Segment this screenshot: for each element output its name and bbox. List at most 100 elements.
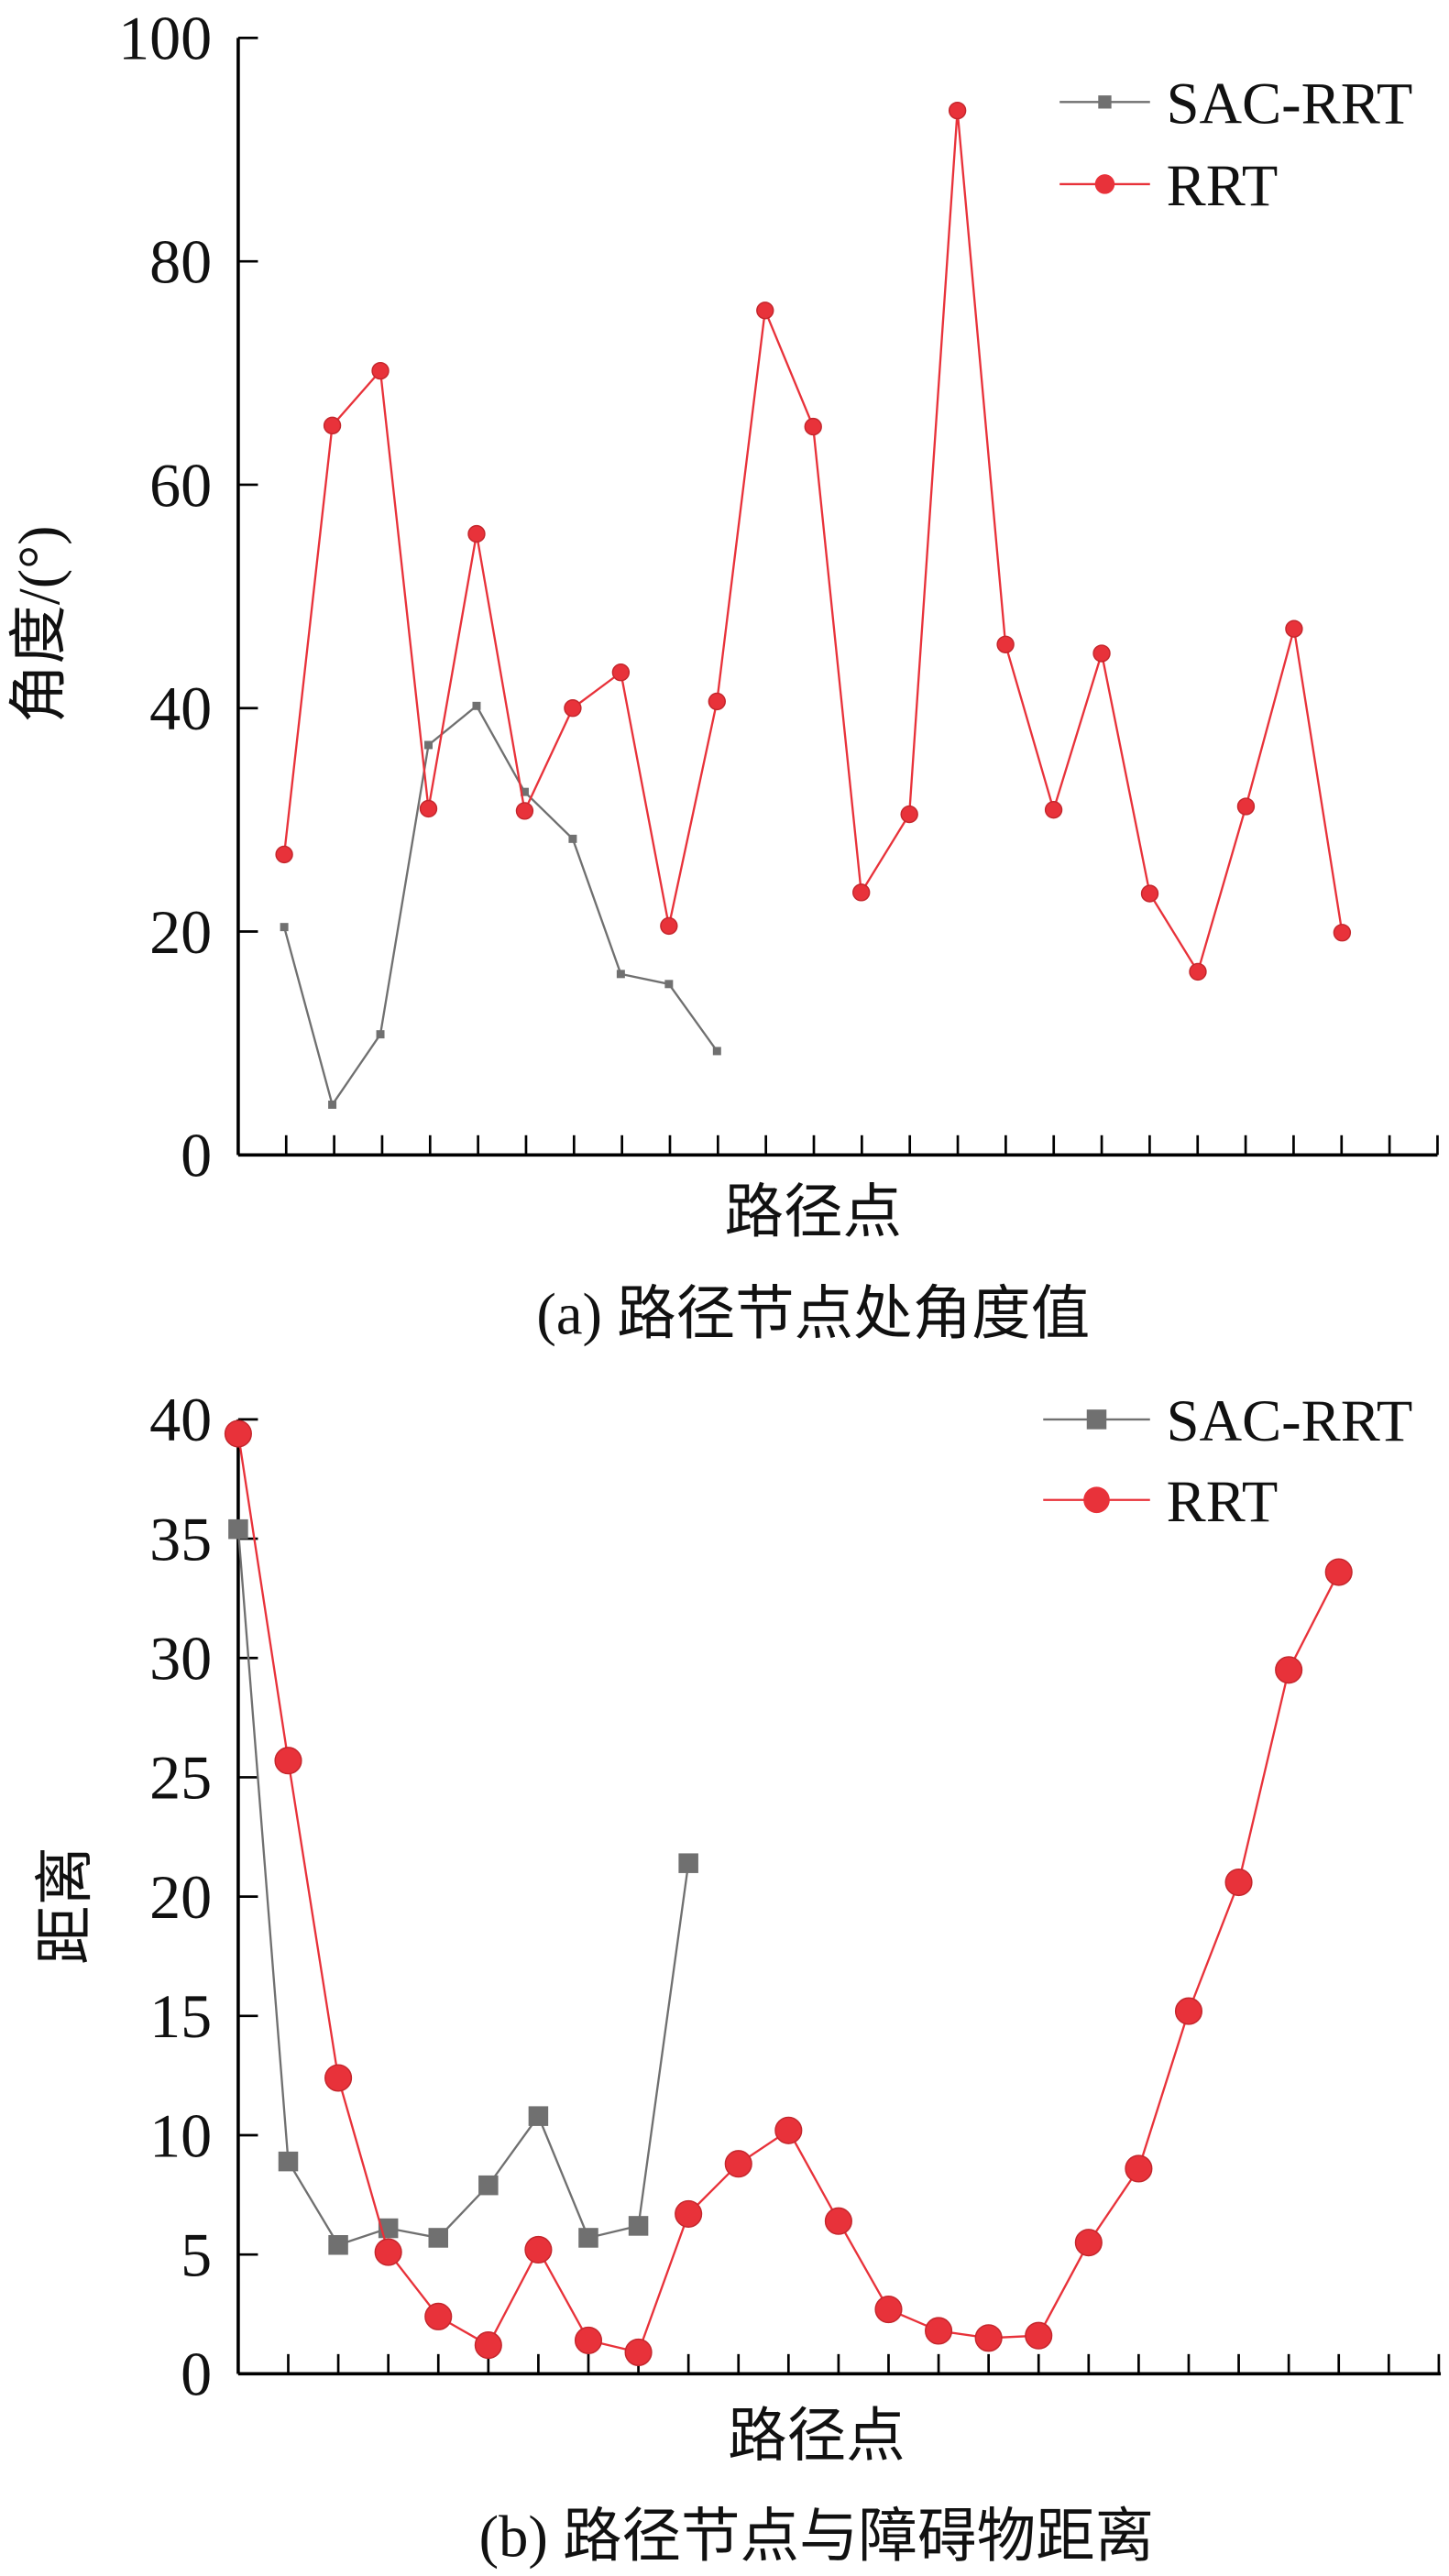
- legend-marker: [1098, 95, 1112, 109]
- data-point-sac-rrt: [280, 923, 289, 932]
- data-point-rrt: [756, 301, 774, 320]
- chart-a-tick-labels: 0 20 40 60 80 100: [118, 4, 212, 1190]
- series-line-rrt: [282, 110, 1344, 975]
- series-line-sac-rrt: [236, 1529, 690, 2247]
- data-point-sac-rrt: [376, 1030, 385, 1039]
- series-line-rrt: [236, 1433, 1340, 2354]
- data-point-rrt: [611, 663, 631, 682]
- data-point-rrt: [1174, 1997, 1203, 2025]
- y-tick-label: 20: [149, 1862, 212, 1932]
- data-point-rrt: [708, 692, 726, 711]
- series-line-sac-rrt: [282, 704, 719, 1108]
- data-point-sac-rrt: [278, 2151, 299, 2172]
- data-point-rrt: [900, 805, 918, 824]
- chart-a-xlabel: 路径点: [725, 1179, 903, 1245]
- y-tick-label: 15: [149, 1981, 212, 2051]
- data-point-sac-rrt: [520, 787, 529, 796]
- legend-marker: [1094, 174, 1115, 194]
- y-tick-label: 5: [181, 2220, 212, 2289]
- data-point-sac-rrt: [528, 2106, 549, 2126]
- data-point-rrt: [1140, 884, 1159, 903]
- data-point-rrt: [524, 2235, 553, 2264]
- data-point-rrt: [1285, 619, 1303, 638]
- data-point-rrt: [874, 2295, 903, 2324]
- chart-b-tick-labels: 0 5 10 15 20 25 30 35 40: [149, 1385, 212, 2408]
- data-point-rrt: [1275, 1656, 1303, 1684]
- data-point-rrt: [948, 101, 967, 120]
- data-point-rrt: [675, 2199, 703, 2228]
- data-point-rrt: [1044, 800, 1063, 819]
- data-point-sac-rrt: [472, 701, 481, 710]
- data-point-rrt: [774, 2116, 803, 2144]
- data-point-sac-rrt: [578, 2228, 598, 2248]
- data-point-sac-rrt: [678, 1853, 698, 1873]
- y-tick-label: 0: [181, 1121, 212, 1190]
- legend-label-rrt: RRT: [1167, 152, 1279, 218]
- data-point-rrt: [660, 916, 678, 936]
- data-point-rrt: [724, 2150, 752, 2178]
- data-point-rrt: [424, 2302, 453, 2330]
- legend-label-sac-rrt: SAC-RRT: [1167, 1387, 1413, 1453]
- data-point-rrt: [224, 1420, 252, 1448]
- data-point-sac-rrt: [328, 2235, 348, 2255]
- data-point-rrt: [1125, 2154, 1153, 2183]
- chart-a-caption: (a) 路径节点处角度值: [536, 1281, 1090, 1347]
- data-point-rrt: [1189, 962, 1207, 981]
- y-tick-label: 100: [118, 4, 212, 73]
- data-point-rrt: [323, 416, 342, 435]
- chart-b-ylabel: 距离: [32, 1847, 98, 1965]
- data-point-rrt: [1333, 924, 1352, 942]
- data-point-rrt: [467, 524, 486, 543]
- data-point-rrt: [1074, 2229, 1103, 2257]
- chart-b-caption: (b) 路径节点与障碍物距离: [479, 2503, 1155, 2569]
- legend-marker: [1086, 1409, 1107, 1430]
- data-point-rrt: [1236, 797, 1256, 816]
- data-point-rrt: [1092, 644, 1111, 663]
- data-point-sac-rrt: [428, 2228, 448, 2248]
- data-point-rrt: [275, 845, 293, 864]
- y-tick-label: 80: [149, 226, 212, 296]
- chart-a-series: [275, 101, 1352, 1109]
- data-point-rrt: [474, 2331, 502, 2360]
- y-tick-label: 25: [149, 1743, 212, 1813]
- legend-label-sac-rrt: SAC-RRT: [1167, 71, 1413, 137]
- data-point-sac-rrt: [616, 970, 625, 979]
- chart-a-legend: SAC-RRT RRT: [1059, 71, 1413, 218]
- chart-a-ylabel: 角度/(°): [6, 525, 72, 723]
- y-tick-label: 0: [181, 2340, 212, 2409]
- chart-b-xlabel: 路径点: [728, 2403, 906, 2469]
- data-point-rrt: [974, 2324, 1003, 2352]
- data-point-rrt: [1224, 1868, 1253, 1897]
- chart-a-axes: [236, 37, 1439, 1157]
- chart-a: 0 20 40 60 80 100 SAC-RRT RRT 路径点 角度/(°) (a) …: [6, 4, 1439, 1347]
- data-point-rrt: [804, 417, 822, 436]
- data-point-rrt: [274, 1747, 302, 1775]
- data-point-sac-rrt: [328, 1100, 337, 1109]
- data-point-rrt: [852, 883, 871, 902]
- legend-label-rrt: RRT: [1167, 1468, 1279, 1534]
- data-point-sac-rrt: [664, 980, 674, 989]
- y-tick-label: 35: [149, 1504, 212, 1573]
- data-point-sac-rrt: [478, 2175, 499, 2196]
- y-tick-label: 30: [149, 1624, 212, 1694]
- data-point-rrt: [574, 2326, 603, 2354]
- data-point-rrt: [1025, 2321, 1053, 2350]
- y-tick-label: 40: [149, 1385, 212, 1454]
- data-point-rrt: [564, 699, 582, 718]
- y-tick-label: 60: [149, 450, 212, 520]
- data-point-rrt: [324, 2064, 353, 2092]
- y-tick-label: 10: [149, 2100, 212, 2170]
- data-point-rrt: [925, 2317, 953, 2345]
- data-point-rrt: [419, 799, 438, 818]
- data-point-sac-rrt: [568, 834, 577, 843]
- y-tick-label: 20: [149, 897, 212, 967]
- y-tick-label: 40: [149, 674, 212, 743]
- chart-b-legend: SAC-RRT RRT: [1043, 1387, 1412, 1534]
- data-point-sac-rrt: [628, 2216, 649, 2236]
- data-point-rrt: [374, 2238, 402, 2266]
- data-point-rrt: [371, 361, 390, 380]
- data-point-rrt: [624, 2338, 653, 2366]
- data-point-sac-rrt: [424, 740, 433, 750]
